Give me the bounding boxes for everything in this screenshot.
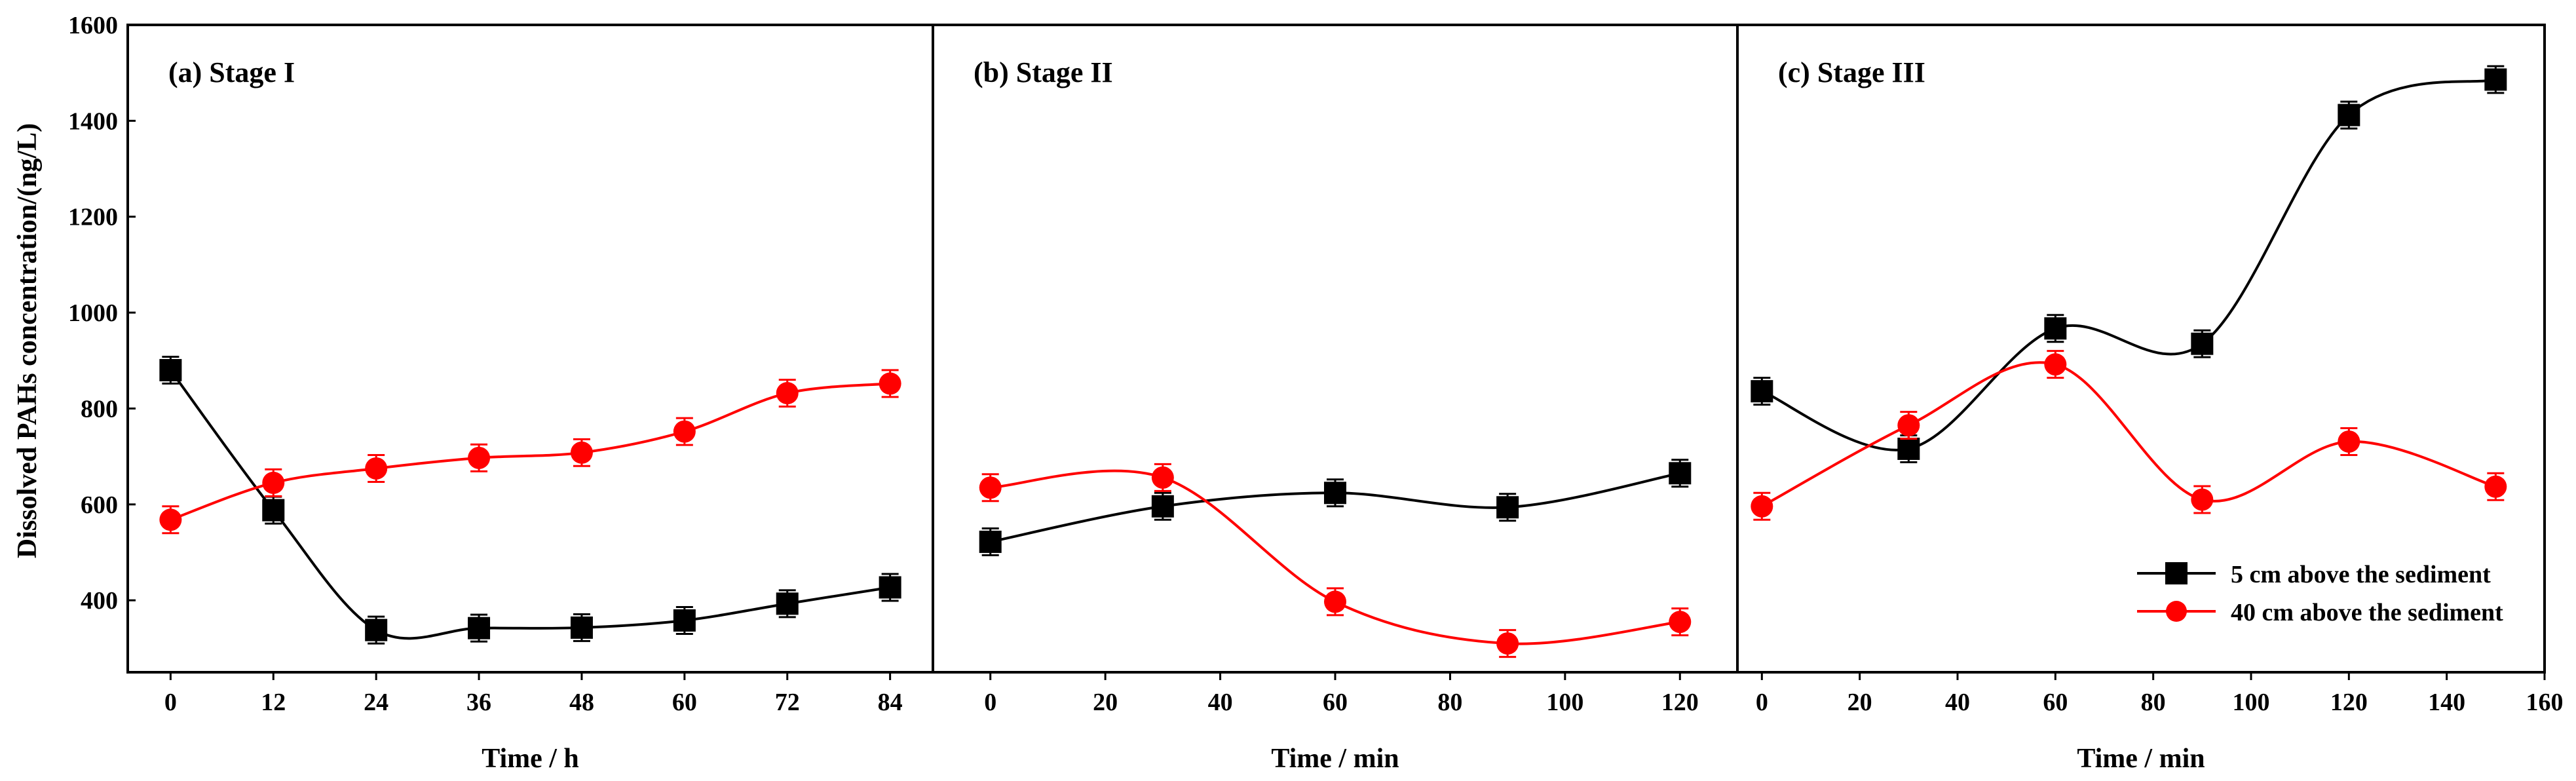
data-point-circle [159,508,182,531]
data-point-circle [1151,466,1174,489]
data-point-square [2044,317,2067,340]
y-tick-label: 400 [81,587,118,615]
x-tick-label: 120 [2330,689,2368,716]
data-point-circle [2484,475,2507,498]
legend-entry-5cm: 5 cm above the sediment [2137,561,2491,588]
series-line-40cm [170,382,890,522]
legend-label-40cm: 40 cm above the sediment [2231,599,2503,626]
data-point-circle [1669,611,1692,634]
panel-title: (a) Stage I [168,56,295,88]
x-tick-label: 60 [2043,689,2068,716]
data-point-square [979,530,1002,553]
x-axis-title: Time / h [482,744,579,774]
x-tick-label: 40 [1208,689,1233,716]
y-tick-label: 800 [81,395,118,423]
data-point-square [262,499,285,522]
x-axis-title: Time / min [1271,744,1399,774]
x-tick-label: 40 [1945,689,1970,716]
panel-frame [932,24,1739,674]
data-point-square [1324,482,1346,505]
x-tick-label: 72 [775,689,800,716]
x-tick-label: 24 [364,689,388,716]
data-point-circle [570,441,593,464]
data-point-square [879,576,901,599]
x-tick-label: 100 [1546,689,1583,716]
data-point-square [1151,495,1174,518]
series-line-40cm [1761,361,2496,508]
y-tick-label: 1600 [68,12,118,39]
panel-frame [1736,24,2546,674]
x-axis-title: Time / min [2077,744,2205,774]
legend-marker-circle [2166,601,2187,622]
series-line-5cm [1761,78,2496,451]
data-point-circle [1751,495,1773,518]
data-point-square [776,592,799,615]
y-axis-title: Dissolved PAHs concentration/(ng/L) [12,123,43,558]
panel-3: 0 20 40 60 80 100 120 140 160 (c) Stage III Time /… [1736,24,2564,774]
x-tick-label: 160 [2526,689,2564,716]
panel-1: 0 12 24 36 48 60 72 84 (a) Stage I Time / h [126,24,934,774]
legend-entry-40cm: 40 cm above the sediment [2137,599,2503,626]
x-tick-label: 20 [1847,689,1872,716]
legend-marker-square [2165,562,2188,584]
x-tick-label: 84 [878,689,903,716]
data-point-circle [1496,632,1519,655]
x-tick-label: 0 [164,689,177,716]
x-tick-label: 140 [2428,689,2465,716]
data-point-square [1897,437,1920,460]
x-tick-label: 100 [2233,689,2270,716]
data-point-square [1751,380,1773,403]
data-point-square [1496,496,1519,519]
x-tick-label: 20 [1093,689,1118,716]
data-point-circle [262,471,285,494]
x-tick-label: 48 [569,689,594,716]
data-point-circle [2338,430,2360,453]
data-point-circle [879,372,901,395]
panel-title: (c) Stage III [1778,56,1925,88]
data-point-square [2191,332,2214,355]
data-point-square [1669,462,1692,485]
y-tick-label: 1200 [68,204,118,231]
x-tick-label: 80 [2141,689,2166,716]
x-tick-label: 60 [672,689,697,716]
data-point-circle [673,420,696,443]
x-tick-label: 12 [261,689,286,716]
y-tick-label: 1400 [68,107,118,135]
data-point-circle [1897,414,1920,437]
x-tick-label: 60 [1323,689,1348,716]
legend: 5 cm above the sediment 40 cm above the … [2137,561,2503,626]
data-point-circle [2044,353,2067,376]
x-tick-label: 80 [1437,689,1462,716]
data-point-square [673,609,696,632]
data-point-square [468,617,491,639]
data-point-circle [2191,488,2214,511]
data-point-circle [979,476,1002,499]
y-tick-label: 1000 [68,299,118,327]
panel-title: (b) Stage II [974,56,1113,88]
data-point-square [570,616,593,639]
data-point-square [159,358,182,381]
data-point-square [2484,68,2507,91]
data-point-square [365,619,388,641]
x-tick-label: 0 [984,689,996,716]
x-tick-label: 0 [1756,689,1768,716]
panel-2: 0 20 40 60 80 100 120 (b) Stage II Time / min [932,24,1739,774]
data-point-square [2338,104,2360,126]
panel-frame [126,24,934,674]
data-point-circle [776,382,799,405]
data-point-circle [1324,590,1346,613]
x-tick-label: 120 [1661,689,1699,716]
y-tick-label: 600 [81,491,118,519]
x-tick-label: 36 [466,689,491,716]
data-point-circle [468,446,491,469]
legend-label-5cm: 5 cm above the sediment [2231,561,2491,588]
data-point-circle [365,457,388,480]
